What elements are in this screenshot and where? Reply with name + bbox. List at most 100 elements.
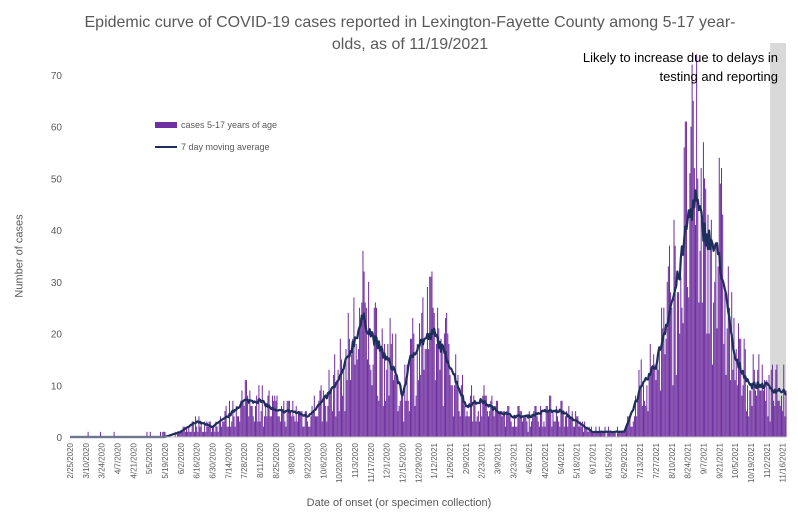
x-tick-label: 2/25/2020: [66, 442, 75, 478]
case-bar: [233, 416, 235, 437]
x-tick-label: 12/15/2020: [399, 442, 408, 483]
case-bar: [627, 416, 629, 437]
x-tick-label: 4/21/2020: [129, 442, 138, 478]
case-bar: [730, 380, 732, 437]
case-bar: [224, 411, 226, 437]
case-bar: [185, 426, 188, 437]
case-bar: [184, 431, 186, 437]
case-bar: [162, 431, 164, 437]
case-bar: [312, 411, 314, 437]
case-bar: [530, 421, 533, 437]
case-bar: [325, 405, 327, 437]
case-bar: [644, 400, 646, 437]
case-bar: [478, 421, 480, 437]
y-tick-label: 0: [56, 433, 62, 444]
y-axis-label: Number of cases: [13, 214, 26, 298]
case-bar: [752, 354, 754, 437]
case-bar: [613, 431, 615, 437]
case-bar: [387, 343, 389, 437]
x-tick-label: 9/21/2021: [715, 442, 724, 478]
case-bar: [290, 411, 292, 437]
case-bar: [648, 374, 650, 437]
x-tick-label: 5/4/2021: [557, 442, 566, 474]
case-bar: [334, 354, 336, 437]
case-bar: [744, 349, 746, 437]
y-tick-label: 30: [51, 278, 63, 289]
case-bar: [313, 395, 315, 437]
case-bar: [282, 411, 284, 437]
case-bar: [329, 390, 331, 437]
case-bar: [543, 421, 545, 437]
case-bar: [467, 416, 469, 437]
case-bar: [593, 431, 595, 437]
case-bar: [662, 328, 664, 437]
case-bar: [555, 405, 557, 437]
case-bar: [299, 411, 301, 437]
y-tick-label: 20: [51, 330, 63, 341]
case-bar: [179, 431, 181, 437]
case-bar: [300, 411, 302, 437]
case-bar: [307, 421, 309, 437]
x-tick-label: 1/12/2021: [430, 442, 439, 478]
case-bar: [576, 416, 578, 437]
case-bar: [511, 426, 513, 437]
case-bar: [482, 395, 484, 437]
case-bar: [454, 385, 456, 437]
case-bar: [526, 421, 528, 437]
case-bar: [182, 426, 184, 437]
case-bar: [687, 287, 689, 437]
moving-average-line: [69, 189, 787, 439]
case-bar: [780, 395, 782, 437]
case-bar: [197, 431, 199, 437]
case-bar: [357, 349, 359, 437]
legend-bar-swatch: [155, 122, 177, 128]
case-bar: [681, 307, 683, 437]
case-bar: [661, 307, 663, 437]
case-bar: [517, 405, 519, 437]
case-bar: [524, 416, 526, 437]
case-bar: [716, 328, 718, 437]
case-bar: [362, 250, 364, 437]
case-bar: [475, 421, 477, 437]
case-bar: [215, 421, 217, 437]
case-bar: [675, 374, 677, 437]
case-bar: [288, 400, 290, 437]
y-tick-label: 70: [51, 71, 63, 82]
case-bar: [314, 416, 316, 437]
case-bar: [573, 426, 575, 437]
case-bar: [442, 405, 444, 437]
case-bar: [459, 416, 461, 437]
case-bar: [366, 359, 368, 437]
case-bar: [207, 426, 209, 437]
case-bar: [728, 307, 730, 437]
case-bar: [664, 354, 666, 437]
case-bar: [149, 431, 151, 437]
x-tick-label: 12/1/2020: [383, 442, 392, 478]
case-bar: [258, 385, 260, 437]
case-bar: [370, 369, 372, 437]
x-tick-label: 12/29/2020: [414, 442, 423, 483]
case-bar: [279, 421, 281, 437]
case-bar: [611, 431, 613, 437]
case-bar: [239, 421, 241, 437]
case-bar: [468, 416, 470, 437]
case-bar: [183, 426, 185, 437]
case-bar: [682, 323, 684, 437]
case-bar: [692, 100, 694, 437]
case-bar: [733, 318, 735, 437]
case-bar: [228, 400, 230, 437]
case-bar: [323, 395, 326, 437]
case-bar: [373, 307, 375, 437]
case-bar: [270, 416, 272, 437]
case-bar: [146, 431, 148, 437]
case-bar: [338, 411, 340, 437]
case-bar: [346, 380, 348, 437]
x-tick-label: 6/2/2020: [177, 442, 186, 474]
case-bar: [713, 302, 715, 437]
case-bar: [376, 307, 378, 437]
case-bar: [647, 411, 649, 437]
case-bar: [391, 333, 393, 437]
case-bar: [256, 395, 258, 437]
